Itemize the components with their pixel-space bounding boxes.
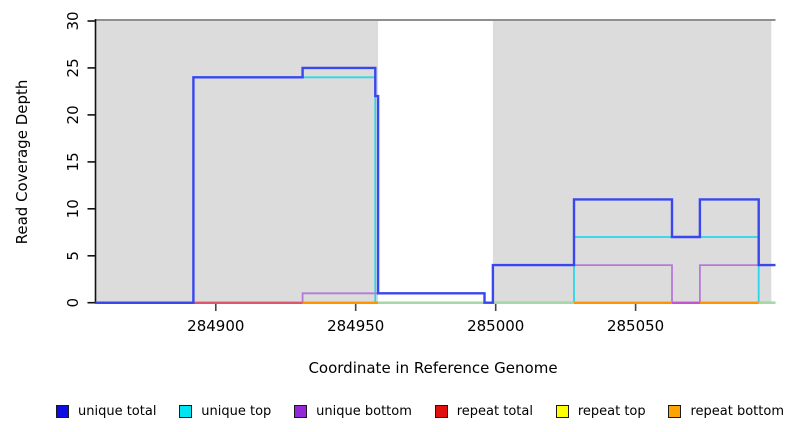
legend-item-unique-bottom: unique bottom [294,404,412,419]
legend-label: unique bottom [316,403,412,419]
y-tick-label: 20 [64,105,82,124]
y-tick-label: 30 [64,11,82,30]
legend-item-unique-total: unique total [56,404,156,419]
repeat-total-swatch-icon [434,404,448,418]
legend-label: repeat total [456,403,533,419]
x-tick-label: 284900 [187,317,244,335]
legend: unique total unique top unique bottom re… [56,399,784,423]
x-tick-label: 285050 [607,317,664,335]
unique-total-swatch-icon [56,404,69,418]
unique-bottom-swatch-icon [294,404,308,418]
shaded-region [492,20,772,304]
x-tick-label: 284950 [327,317,384,335]
legend-label: repeat top [577,403,646,419]
y-tick-label: 10 [64,199,82,218]
y-axis-label: Read Coverage Depth [13,79,31,245]
x-tick-label: 285000 [467,317,524,335]
y-tick-label: 5 [64,251,82,261]
legend-item-repeat-total: repeat total [434,403,533,419]
x-axis-label: Coordinate in Reference Genome [308,359,558,377]
unique-top-swatch-icon [179,404,193,418]
legend-label: unique total [78,403,157,419]
legend-item-repeat-bottom: repeat bottom [668,404,784,419]
repeat-top-swatch-icon [555,404,569,418]
legend-label: repeat bottom [690,403,784,419]
legend-item-unique-top: unique top [179,404,271,419]
y-tick-label: 0 [64,298,82,308]
repeat-bottom-swatch-icon [668,404,682,418]
y-tick-label: 25 [64,58,82,77]
series-line-unique-total [95,66,776,304]
legend-label: unique top [201,403,272,419]
shaded-region [95,20,379,304]
legend-item-repeat-top: repeat top [555,403,646,419]
y-tick-label: 15 [64,152,82,171]
